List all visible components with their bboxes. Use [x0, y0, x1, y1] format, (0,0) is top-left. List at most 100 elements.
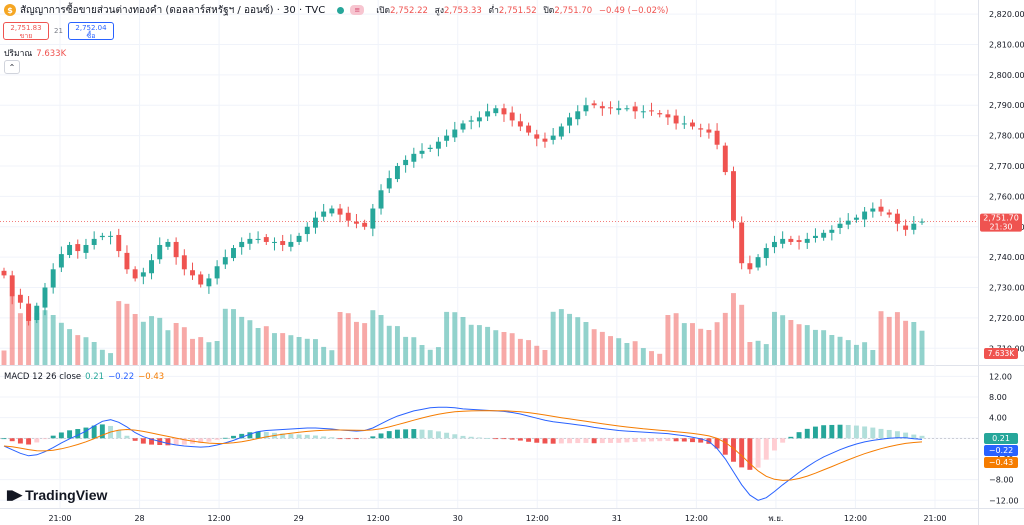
volume-bar [509, 333, 515, 365]
macd-histogram-bar [345, 438, 351, 440]
macd-histogram-bar [58, 432, 64, 439]
collapse-chevron-up-icon[interactable]: ⌃ [4, 60, 20, 74]
macd-tick-label: 8.00 [989, 393, 1007, 402]
candle-body [99, 235, 105, 238]
candle-body [247, 238, 253, 244]
candle-body [386, 178, 392, 189]
spread-value: 21 [54, 27, 63, 35]
macd-histogram-bar [493, 438, 499, 440]
symbol-title[interactable]: สัญญาการซื้อขายส่วนต่างทองคำ (ดอลลาร์สหร… [20, 4, 326, 16]
volume-bar [812, 329, 818, 365]
candle-body [657, 113, 663, 115]
candle-body [755, 257, 761, 268]
candle-body [58, 254, 64, 268]
candle-body [862, 211, 868, 220]
candle-body [83, 244, 89, 253]
candle-body [17, 294, 23, 303]
volume-bar [75, 335, 81, 365]
volume-bar [444, 311, 450, 365]
volume-bar [788, 320, 794, 365]
volume-bar [280, 333, 286, 365]
time-tick-label: 28 [134, 514, 144, 523]
macd-histogram-bar [231, 435, 236, 439]
tradingview-logo[interactable]: ▮▶ TradingView [6, 487, 108, 503]
macd-histogram-bar [853, 425, 859, 439]
volume-bar [206, 342, 212, 365]
macd-histogram-bar [567, 438, 573, 444]
volume-bar [894, 312, 900, 365]
candle-body [780, 238, 786, 244]
volume-bar [165, 330, 171, 365]
macd-histogram-bar [411, 429, 417, 439]
candle-body [444, 135, 450, 141]
macd-histogram-bar [149, 438, 154, 445]
macd-value-label: −0.43 [989, 458, 1014, 467]
macd-histogram-bar [673, 438, 679, 442]
macd-histogram-bar [304, 434, 310, 439]
macd-histogram-bar [755, 438, 761, 468]
macd-histogram-bar [222, 437, 228, 439]
candle-body [714, 130, 720, 145]
macd-histogram-bar [886, 429, 892, 439]
candle-body [632, 106, 638, 112]
sell-button[interactable]: 2,751.83 ขาย [3, 22, 49, 40]
volume-bar [91, 342, 97, 365]
macd-histogram-bar [91, 425, 97, 439]
volume-bar [239, 316, 245, 365]
volume-bar [763, 344, 769, 365]
volume-bar [124, 303, 130, 365]
buy-button[interactable]: 2,752.04 ซื้อ [68, 22, 114, 40]
volume-bar [640, 348, 646, 365]
macd-histogram-bar [263, 431, 269, 439]
volume-legend: ปริมาณ 7.633K [4, 49, 67, 59]
macd-histogram-bar [870, 427, 876, 439]
volume-bar [558, 309, 564, 365]
macd-histogram-bar [124, 435, 130, 439]
volume-bar [263, 326, 269, 365]
volume-bar [337, 312, 343, 365]
macd-histogram-bar [313, 435, 318, 439]
macd-histogram-bar [296, 434, 302, 439]
volume-bar [198, 337, 204, 365]
candle-body [829, 229, 835, 233]
volume-bar [9, 297, 15, 365]
volume-bar [460, 317, 466, 365]
macd-histogram-bar [690, 438, 695, 443]
price-tick-label: 2,820.00 [989, 10, 1024, 19]
volume-bar [149, 316, 154, 365]
volume-bar [517, 338, 523, 365]
macd-histogram-bar [558, 438, 564, 444]
volume-bar [698, 328, 704, 365]
flag-icon[interactable]: ≡ [350, 5, 365, 15]
macd-histogram-bar [288, 434, 294, 439]
volume-bar [247, 320, 253, 365]
candle-body [870, 208, 876, 212]
volume-bar [624, 343, 630, 365]
volume-bar [722, 312, 728, 365]
macd-histogram-bar [837, 424, 843, 439]
candle-body [567, 117, 573, 126]
candle-body [231, 248, 236, 259]
candle-body [853, 217, 859, 220]
volume-bar [288, 335, 294, 365]
price-tick-label: 2,730.00 [989, 284, 1024, 293]
candle-body [263, 237, 269, 242]
volume-bar [534, 345, 540, 365]
candle-body [108, 235, 114, 237]
macd-value-badge [984, 457, 1018, 468]
volume-bar [591, 329, 597, 365]
volume-bar [58, 322, 64, 365]
macd-histogram [1, 424, 925, 470]
macd-histogram-bar [198, 438, 204, 444]
macd-histogram-bar [722, 438, 728, 455]
macd-histogram-bar [214, 438, 220, 440]
candle-body [821, 232, 827, 238]
volume-bar [321, 346, 327, 365]
price-tick-label: 2,810.00 [989, 40, 1024, 49]
time-tick-label: 21:00 [923, 514, 946, 523]
macd-lines [3, 406, 923, 501]
volume-bar [140, 321, 146, 365]
macd-value-badge [984, 445, 1018, 456]
candle-body [804, 238, 810, 243]
